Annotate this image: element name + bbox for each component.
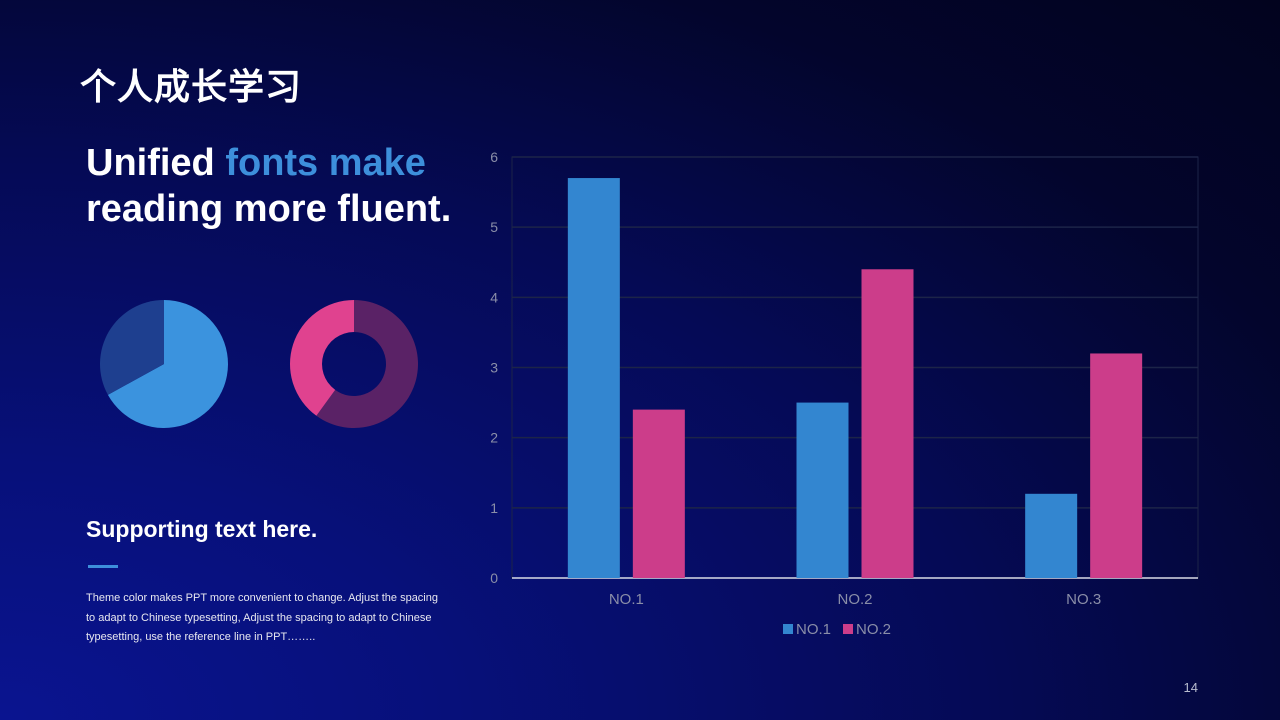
donut-slice-2 bbox=[290, 300, 354, 416]
legend-swatch-2 bbox=[843, 624, 853, 634]
legend-label-1: NO.1 bbox=[796, 621, 831, 638]
page-number: 14 bbox=[1183, 680, 1198, 695]
bar-no2-series-2 bbox=[861, 269, 914, 578]
bar-chart: 0 1 2 3 4 5 6 NO.1 NO.2 NO.3 NO.1 NO.2 bbox=[490, 149, 1199, 638]
donut-chart bbox=[290, 300, 418, 428]
x-tick-label: NO.1 bbox=[609, 591, 644, 608]
pie-slice-1 bbox=[107, 300, 228, 428]
legend-swatch-1 bbox=[783, 624, 793, 634]
headline: Unified fonts make reading more fluent. bbox=[86, 140, 486, 232]
bar-no3-series-2 bbox=[1090, 353, 1143, 578]
y-tick-label: 2 bbox=[490, 430, 498, 446]
bar-no3-series-1 bbox=[1025, 493, 1078, 578]
headline-part2: reading more fluent. bbox=[86, 188, 452, 230]
bar-no1-series-1 bbox=[567, 178, 620, 579]
headline-accent: fonts make bbox=[225, 142, 426, 184]
donut-slice-1 bbox=[316, 300, 418, 428]
y-tick-label: 5 bbox=[490, 219, 498, 235]
legend-label-2: NO.2 bbox=[856, 621, 891, 638]
x-tick-label: NO.3 bbox=[1066, 591, 1101, 608]
x-tick-label: NO.2 bbox=[837, 591, 872, 608]
bar-no2-series-1 bbox=[796, 402, 849, 578]
y-tick-label: 0 bbox=[490, 570, 498, 586]
body-text: Theme color makes PPT more convenient to… bbox=[86, 592, 438, 643]
y-tick-label: 6 bbox=[490, 149, 498, 165]
y-tick-label: 4 bbox=[490, 289, 498, 305]
bar-no1-series-2 bbox=[632, 409, 685, 578]
accent-divider bbox=[88, 565, 118, 568]
slide-title: 个人成长学习 bbox=[80, 67, 303, 108]
y-tick-label: 1 bbox=[490, 500, 498, 516]
pie-slice-2 bbox=[100, 300, 164, 395]
y-tick-label: 3 bbox=[490, 360, 498, 376]
supporting-title: Supporting text here. bbox=[86, 516, 318, 542]
headline-part1: Unified bbox=[86, 142, 226, 184]
pie-chart bbox=[100, 300, 228, 428]
